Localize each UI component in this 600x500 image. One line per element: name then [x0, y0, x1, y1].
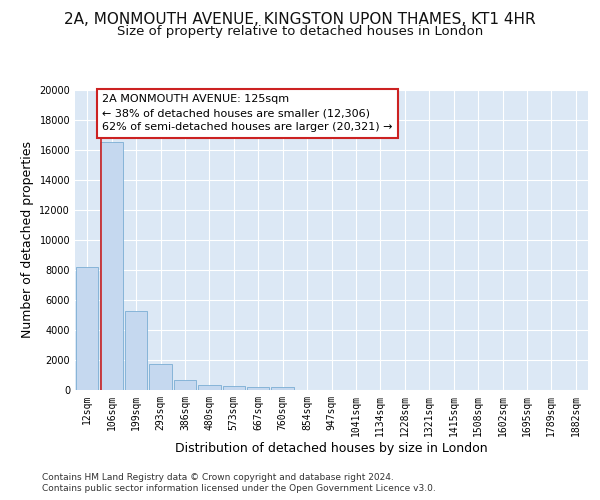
Text: 2A MONMOUTH AVENUE: 125sqm
← 38% of detached houses are smaller (12,306)
62% of : 2A MONMOUTH AVENUE: 125sqm ← 38% of deta… [103, 94, 393, 132]
Text: Contains HM Land Registry data © Crown copyright and database right 2024.: Contains HM Land Registry data © Crown c… [42, 472, 394, 482]
Y-axis label: Number of detached properties: Number of detached properties [21, 142, 34, 338]
Bar [100, 142, 123, 390]
Text: Contains public sector information licensed under the Open Government Licence v3: Contains public sector information licen… [42, 484, 436, 493]
Bar [198, 385, 221, 390]
Bar [223, 386, 245, 390]
Bar [247, 387, 269, 390]
X-axis label: Distribution of detached houses by size in London: Distribution of detached houses by size … [175, 442, 488, 454]
Text: Size of property relative to detached houses in London: Size of property relative to detached ho… [117, 25, 483, 38]
Bar [173, 380, 196, 390]
Bar [76, 267, 98, 390]
Bar [149, 364, 172, 390]
Text: 2A, MONMOUTH AVENUE, KINGSTON UPON THAMES, KT1 4HR: 2A, MONMOUTH AVENUE, KINGSTON UPON THAME… [64, 12, 536, 28]
Bar [271, 387, 294, 390]
Bar [125, 310, 148, 390]
